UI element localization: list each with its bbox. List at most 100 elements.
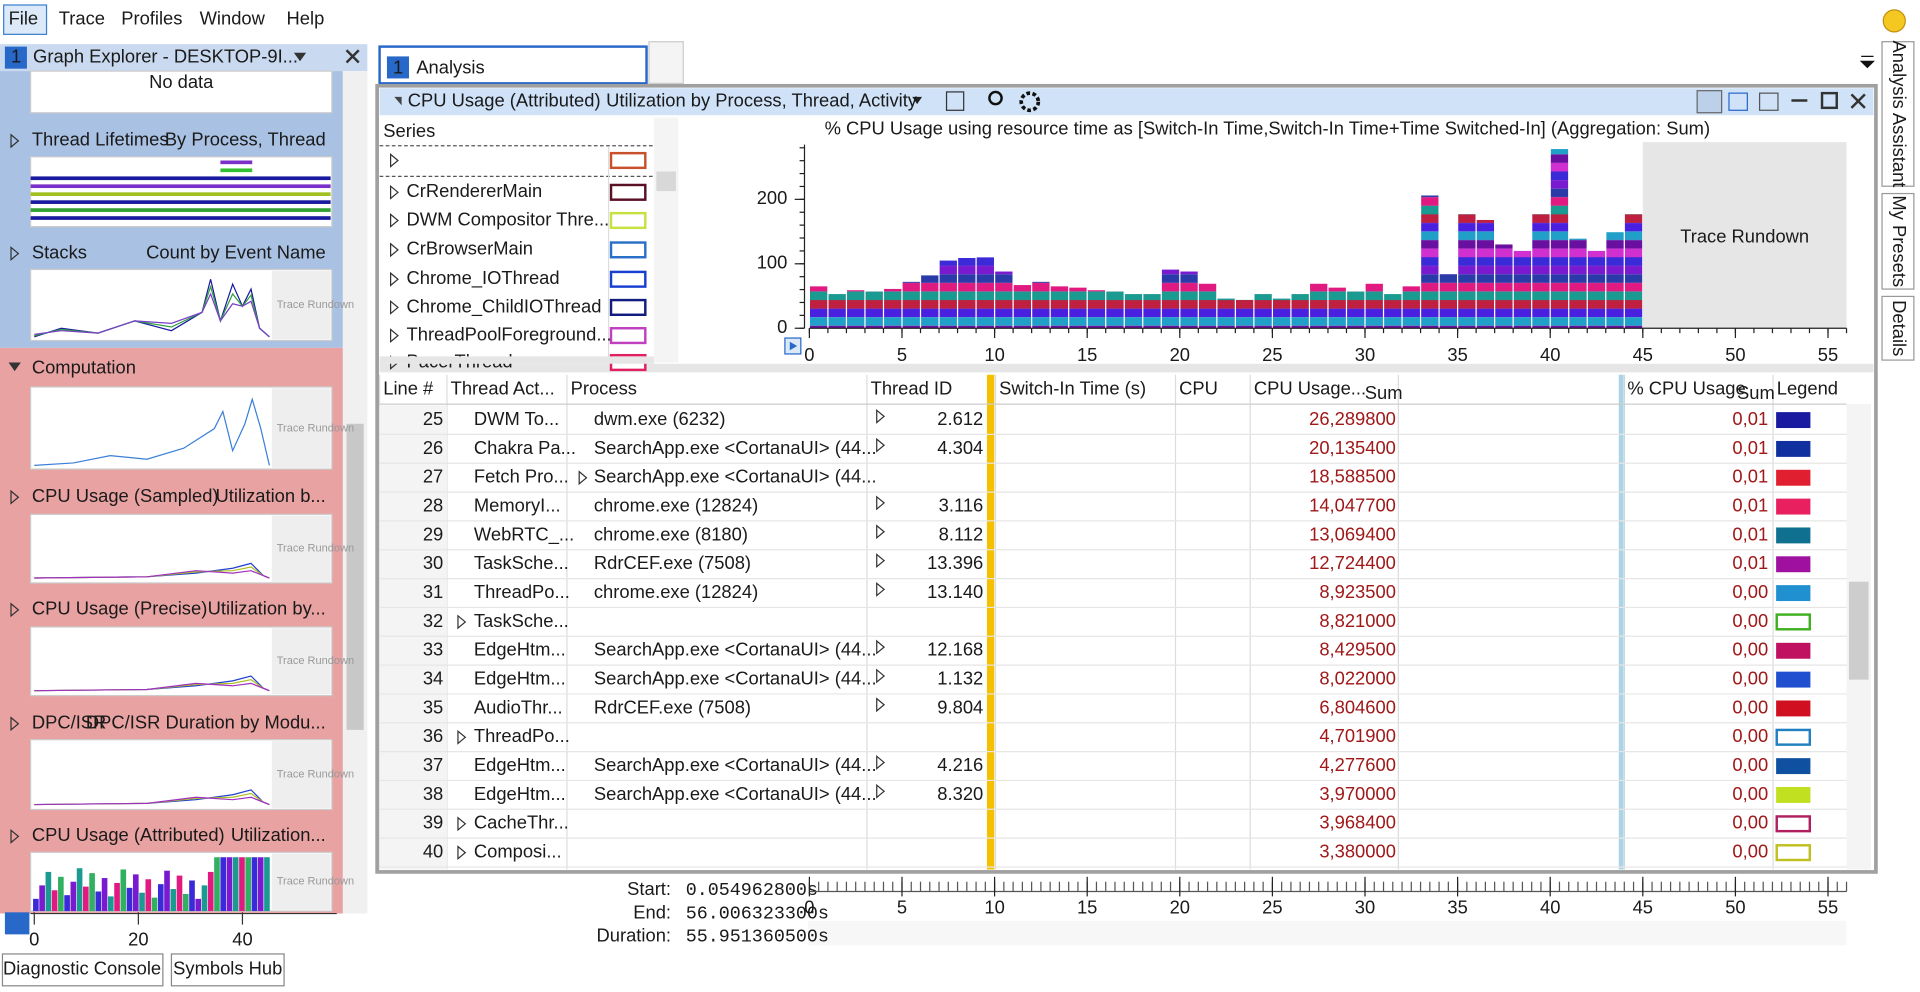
cpu-usage: 26,289800 — [1309, 408, 1396, 429]
series-swatch — [609, 270, 647, 288]
rundown-label: Trace Rundown — [1680, 225, 1809, 246]
bar — [995, 271, 1013, 329]
bar — [1624, 214, 1643, 329]
bar — [1254, 294, 1272, 329]
expander — [876, 639, 886, 655]
rundown-label: Trace Rundown — [277, 299, 354, 311]
thumbnail-bar — [170, 889, 177, 912]
expander — [876, 697, 886, 713]
thumbnail-bar — [120, 869, 127, 912]
bar — [1550, 149, 1569, 329]
expander — [390, 328, 399, 344]
menu-item[interactable]: Help — [287, 8, 325, 29]
settings-icon[interactable] — [1019, 91, 1041, 113]
cpu-percent: 0,00 — [1732, 754, 1768, 775]
ruler-label: 55 — [1818, 896, 1838, 917]
new-tab[interactable] — [648, 41, 684, 84]
process: RdrCEF.exe (7508) — [594, 696, 751, 717]
thumbnail-bar — [157, 884, 164, 912]
legend-swatch — [1775, 844, 1812, 862]
cpu-percent: 0,00 — [1732, 783, 1768, 804]
graph-icon[interactable] — [1728, 92, 1748, 111]
thumbnail-bar — [220, 857, 227, 912]
thread-activity: WebRTC_... — [474, 523, 574, 545]
bar — [902, 281, 920, 329]
column-header: Process — [571, 377, 637, 398]
series-scroll-thumb[interactable] — [656, 171, 676, 192]
thumbnail-bar — [33, 898, 39, 912]
ruler-label: 45 — [1633, 896, 1653, 917]
thumbnail — [30, 156, 333, 228]
graph-preset: DPC/ISR Duration by Modu... — [86, 712, 326, 733]
expander — [457, 729, 467, 745]
lifetime-bar — [30, 176, 331, 181]
expander — [390, 184, 399, 200]
x-tick-label: 45 — [1633, 344, 1653, 365]
search-icon[interactable] — [988, 90, 1003, 106]
button-label[interactable]: Symbols Hub — [173, 958, 282, 979]
process: SearchApp.exe <CortanaUI> (44... — [594, 754, 877, 775]
x-tick-label: 20 — [1170, 344, 1190, 365]
line-number: 28 — [423, 494, 443, 515]
bar — [1235, 299, 1254, 329]
tab-number-box — [4, 46, 27, 69]
expand-icon — [789, 341, 798, 351]
menu-item[interactable]: Window — [200, 8, 266, 29]
no-data: No data — [149, 71, 214, 92]
side-tab-label[interactable]: Details — [1889, 300, 1910, 356]
thread-activity: EdgeHtm... — [474, 667, 566, 688]
rundown-label: Trace Rundown — [277, 876, 354, 888]
side-tab[interactable] — [1881, 192, 1915, 290]
chart-icon[interactable] — [945, 91, 965, 111]
table-scroll-thumb[interactable] — [1848, 581, 1869, 680]
close-icon[interactable] — [1850, 93, 1866, 109]
side-tab-label[interactable]: Analysis Assistant — [1889, 40, 1910, 187]
dropdown-icon[interactable] — [912, 96, 923, 105]
legend-swatch — [1776, 469, 1811, 486]
cpu-percent: 0,00 — [1732, 639, 1768, 660]
button[interactable] — [1, 953, 164, 987]
side-tab[interactable] — [1881, 295, 1915, 361]
line-number: 31 — [423, 581, 443, 602]
button[interactable] — [170, 953, 285, 987]
header-icons — [293, 49, 1875, 114]
splitter[interactable] — [379, 363, 1874, 373]
side-tab[interactable] — [1881, 41, 1915, 187]
side-tab-label[interactable]: My Presets — [1889, 195, 1910, 287]
x-tick-label: 10 — [984, 344, 1004, 365]
view-icon[interactable] — [1696, 90, 1723, 114]
cpu-percent: 0,01 — [1732, 437, 1768, 458]
close-icon[interactable] — [345, 49, 360, 64]
cpu-usage: 4,277600 — [1319, 754, 1396, 775]
explorer-header — [0, 44, 368, 72]
bar — [1365, 283, 1383, 329]
overflow-icon[interactable] — [1859, 55, 1875, 69]
table-icon[interactable] — [1758, 92, 1779, 111]
bar — [1069, 287, 1087, 329]
preset-name: Utilization by Process, Thread, Activity — [606, 90, 918, 111]
bar — [1106, 291, 1124, 329]
button-label[interactable]: Diagnostic Console — [3, 958, 161, 979]
dropdown-icon[interactable] — [293, 52, 307, 62]
ruler-label: 5 — [897, 896, 907, 917]
maximize-icon[interactable] — [1820, 91, 1838, 110]
legend-swatch — [1776, 498, 1811, 515]
thumbnail-bar — [151, 897, 158, 912]
key-column-bar — [986, 374, 995, 870]
menu-item[interactable]: File — [9, 8, 39, 29]
zoom-button[interactable] — [4, 912, 30, 935]
menu-item[interactable]: Profiles — [121, 8, 182, 29]
legend-swatch — [1775, 728, 1812, 746]
expander — [10, 716, 20, 732]
timeline-scrollbar[interactable] — [808, 920, 1847, 946]
menu-highlight[interactable] — [3, 4, 48, 35]
process: RdrCEF.exe (7508) — [594, 552, 751, 573]
menu-item[interactable]: Trace — [59, 8, 105, 29]
smiley[interactable] — [1882, 9, 1906, 33]
scroll-thumb[interactable] — [346, 423, 364, 730]
thumbnail-line — [34, 397, 270, 466]
series-scrollbar[interactable] — [653, 117, 679, 363]
thread-activity: DWM To... — [474, 408, 559, 429]
line-number: 26 — [423, 437, 443, 458]
analysis-tab[interactable] — [378, 45, 648, 85]
